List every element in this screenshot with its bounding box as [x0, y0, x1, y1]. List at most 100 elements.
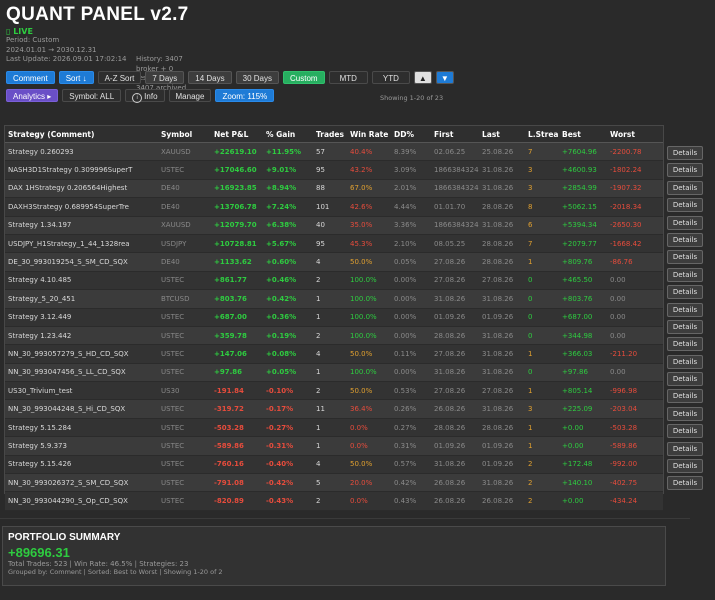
cell-strategy: NN_30_993057279_S_HD_CD_SQX [8, 349, 129, 358]
analytics-button[interactable]: Analytics ▸ [6, 89, 59, 102]
arrow-up-icon[interactable]: ▲ [413, 71, 432, 84]
30-days-button[interactable]: 30 Days [235, 71, 279, 84]
cell-trades: 1 [316, 423, 321, 432]
details-button[interactable]: Details [667, 372, 703, 387]
table-row[interactable]: Strategy_5_20_451 BTCUSD +803.76 +0.42% 1 100… [5, 290, 663, 309]
column-header[interactable]: L.Streak [528, 129, 559, 139]
column-header[interactable]: Symbol [161, 129, 193, 139]
cell-symbol: DE40 [161, 258, 180, 267]
cell-trades: 40 [316, 221, 325, 230]
table-row[interactable]: NN_30_993044248_S_Hi_CD_SQX USTEC -319.72 -… [5, 400, 663, 419]
details-button[interactable]: Details [667, 163, 703, 178]
az-sort-button[interactable]: A-Z Sort [97, 71, 142, 84]
cell-first: 08.05.25 [434, 239, 466, 248]
column-header[interactable]: Trades [316, 129, 344, 139]
cell-last: 01.09.26 [482, 313, 514, 322]
table-row[interactable]: US30_Trivium_test US30 -191.84 -0.10% 2 50.0%… [5, 382, 663, 401]
details-button-column: Details Details Details Details Details Detai… [667, 146, 703, 494]
details-button[interactable]: Details [667, 424, 703, 439]
sort-button[interactable]: Sort ↓ [58, 71, 94, 84]
symbol-filter-button[interactable]: Symbol: ALL [62, 89, 122, 102]
column-header[interactable]: Best [562, 129, 581, 139]
cell-symbol: USTEC [161, 405, 185, 414]
table-row[interactable]: NN_30_993026372_S_SM_CD_SQX USTEC -791.08 -… [5, 474, 663, 493]
table-row[interactable]: DAX 1HStrategy 0.206564Highest DE40 +16923… [5, 179, 663, 199]
cell-symbol: DE40 [161, 184, 180, 193]
zoom-button[interactable]: Zoom: 115% [215, 89, 275, 102]
details-button[interactable]: Details [667, 354, 703, 369]
details-button[interactable]: Details [667, 459, 703, 474]
table-row[interactable]: Strategy 4.10.485 USTEC +861.77 +0.46% 2 100.… [5, 271, 663, 291]
table-row[interactable]: Strategy 0.260293 XAUUSD +22619.10 +11.95% 5… [5, 143, 663, 162]
details-button[interactable]: Details [667, 319, 703, 334]
ytd-button[interactable]: YTD [371, 71, 410, 84]
details-button[interactable]: Details [667, 476, 703, 491]
table-row[interactable]: USDJPY_H1Strategy_1_44_1328rea USDJPY +107… [5, 234, 663, 254]
cell-symbol: USTEC [161, 313, 185, 322]
cell-streak: 1 [528, 423, 533, 432]
7-days-button[interactable]: 7 Days [145, 71, 185, 84]
cell-streak: 2 [528, 478, 533, 487]
cell-first: 31.08.26 [434, 294, 466, 303]
column-header[interactable]: Win Rate [350, 129, 389, 139]
cell-win-rate: 45.3% [350, 239, 373, 248]
comment-button[interactable]: Comment [6, 71, 55, 84]
cell-gain: +0.19% [266, 331, 297, 340]
table-row[interactable]: Strategy 1.23.442 USTEC +359.78 +0.19% 2 100.… [5, 326, 663, 346]
table-row[interactable]: Strategy 5.9.373 USTEC -589.86 -0.31% 1 0.0% 0… [5, 437, 663, 456]
table-row[interactable]: DE_30_993019254_S_SM_CD_SQX DE40 +1133.62 +… [5, 253, 663, 272]
cell-worst: -1668.42 [610, 239, 642, 248]
details-button[interactable]: Details [667, 180, 703, 195]
details-button[interactable]: Details [667, 302, 703, 317]
mtd-button[interactable]: MTD [328, 71, 368, 84]
column-header[interactable]: Net P&L [214, 129, 249, 139]
cell-win-rate: 50.0% [350, 258, 373, 267]
column-header[interactable]: Last [482, 129, 500, 139]
cell-symbol: US30 [161, 386, 180, 395]
details-button[interactable]: Details [667, 232, 703, 247]
details-button[interactable]: Details [667, 250, 703, 265]
details-button[interactable]: Details [667, 198, 703, 213]
table-row[interactable]: Strategy 5.15.284 USTEC -503.28 -0.27% 1 0.0%… [5, 418, 663, 438]
table-row[interactable]: NASH3D1Strategy 0.309996SuperT USTEC +1704… [5, 161, 663, 180]
details-button[interactable]: Details [667, 146, 703, 160]
manage-button[interactable]: Manage [168, 89, 212, 102]
column-header[interactable]: Worst [610, 129, 635, 139]
details-button[interactable]: Details [667, 285, 703, 300]
details-button[interactable]: Details [667, 406, 703, 421]
14-days-button[interactable]: 14 Days [188, 71, 232, 84]
details-button[interactable]: Details [667, 389, 703, 404]
cell-symbol: USTEC [161, 497, 185, 506]
cell-symbol: USTEC [161, 349, 185, 358]
cell-net-pnl: +147.06 [214, 349, 247, 358]
details-button[interactable]: Details [667, 215, 703, 230]
cell-trades: 1 [316, 441, 321, 450]
info-button[interactable]: i Info [125, 89, 165, 103]
table-row[interactable]: Strategy 5.15.426 USTEC -760.16 -0.40% 4 50.0… [5, 455, 663, 475]
cell-first: 01.09.26 [434, 313, 466, 322]
details-button[interactable]: Details [667, 337, 703, 352]
table-row[interactable]: DAXH3Strategy 0.689954SuperTre DE40 +13706… [5, 198, 663, 217]
table-row[interactable]: NN_30_993044290_S_Op_CD_SQX USTEC -820.89 -… [5, 492, 663, 511]
header: QUANT PANEL v2.7 ▯ LIVE Period: Custom 2… [6, 4, 189, 92]
column-header[interactable]: % Gain [266, 129, 296, 139]
table-row[interactable]: NN_30_993057279_S_HD_CD_SQX USTEC +147.06 +… [5, 345, 663, 364]
column-header[interactable]: DD% [394, 129, 414, 139]
cell-last: 31.08.26 [482, 331, 514, 340]
table-row[interactable]: Strategy 1.34.197 XAUUSD +12079.70 +6.38% 40… [5, 216, 663, 235]
cell-strategy: Strategy 5.15.426 [8, 460, 72, 469]
arrow-down-icon[interactable]: ▼ [435, 71, 454, 84]
cell-dd: 0.26% [394, 405, 417, 414]
custom-period-button[interactable]: Custom [283, 71, 325, 84]
column-header[interactable]: Strategy (Comment) [8, 129, 95, 139]
cell-worst: -1907.32 [610, 184, 642, 193]
cell-strategy: Strategy_5_20_451 [8, 294, 76, 303]
cell-best: +344.98 [562, 331, 593, 340]
cell-streak: 0 [528, 313, 533, 322]
details-button[interactable]: Details [667, 441, 703, 456]
column-header[interactable]: First [434, 129, 454, 139]
table-row[interactable]: NN_30_993047456_S_LL_CD_SQX USTEC +97.86 +0… [5, 363, 663, 383]
cell-symbol: USTEC [161, 441, 185, 450]
details-button[interactable]: Details [667, 267, 703, 282]
table-row[interactable]: Strategy 3.12.449 USTEC +687.00 +0.36% 1 100.… [5, 308, 663, 327]
